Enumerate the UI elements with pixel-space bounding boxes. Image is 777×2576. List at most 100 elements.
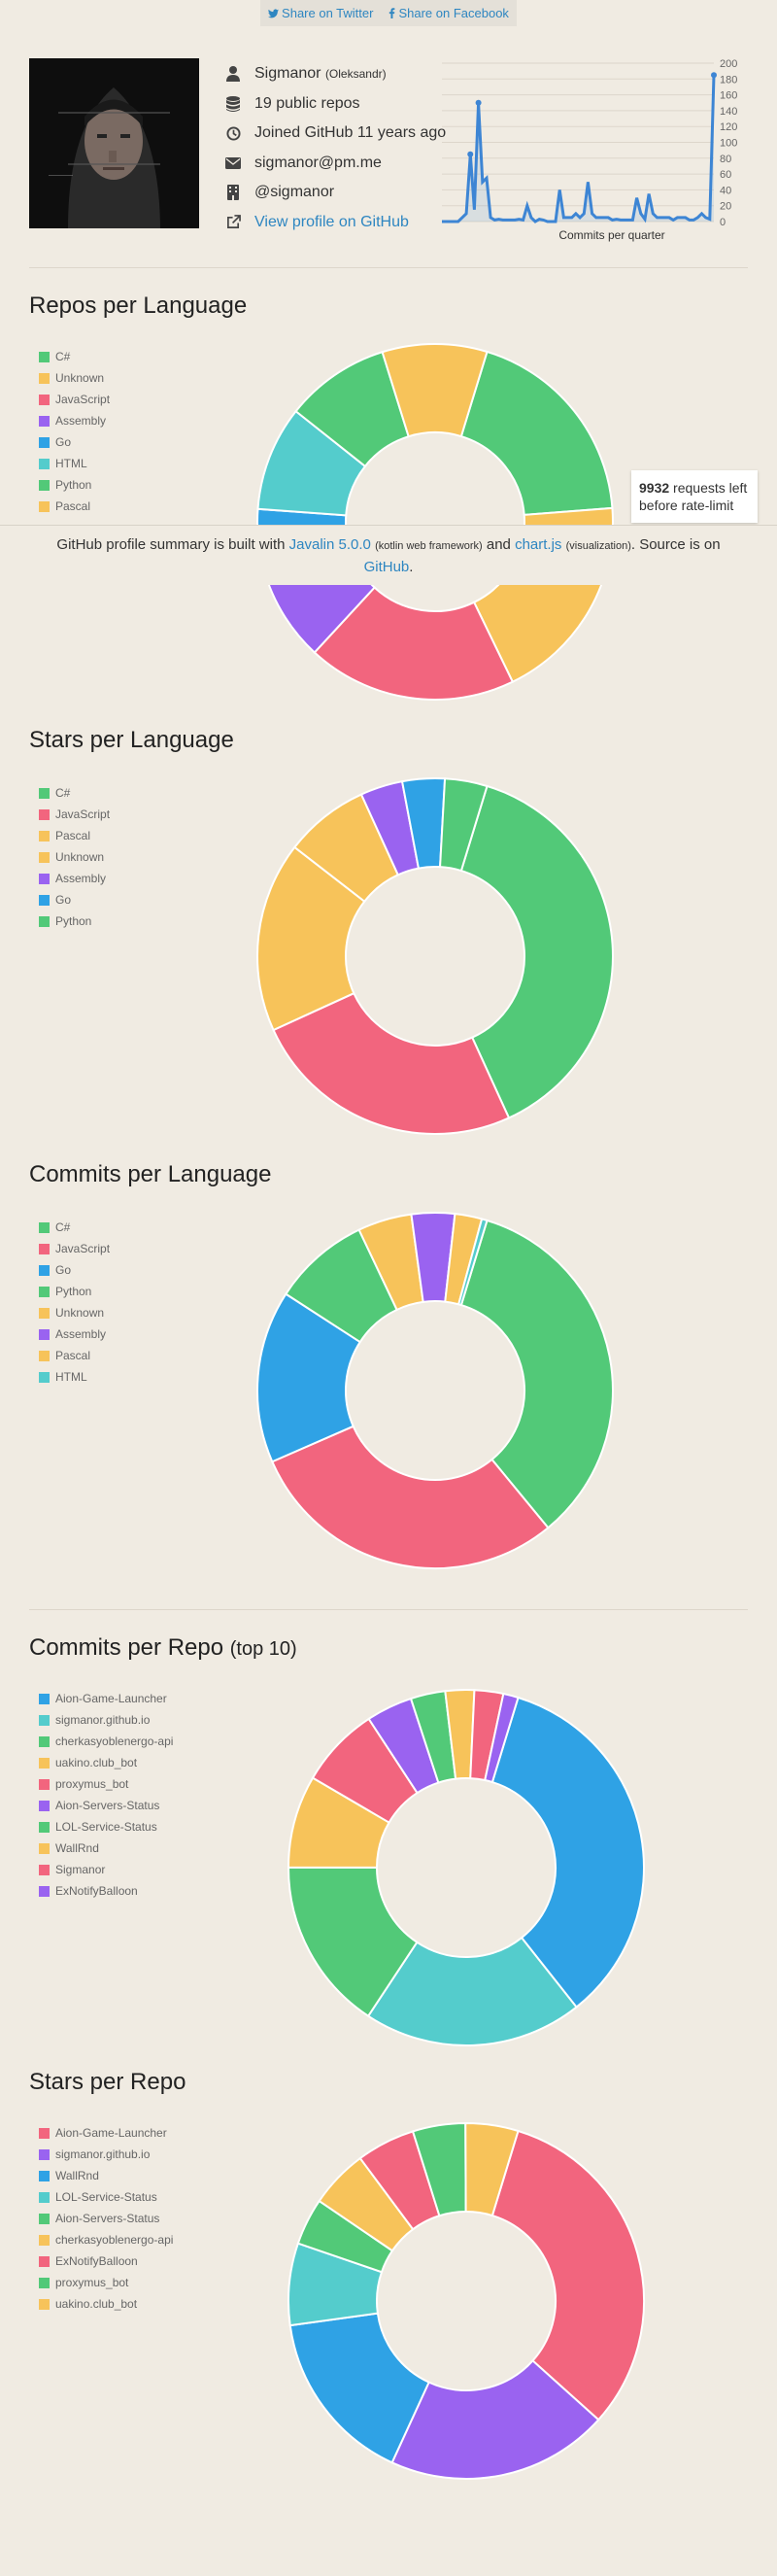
legend-item-go[interactable]: Go xyxy=(39,889,110,910)
legend-item-assembly[interactable]: Assembly xyxy=(39,410,110,431)
slice-aion-game-launcher[interactable] xyxy=(490,2129,645,2421)
divider-2 xyxy=(29,1609,748,1610)
legend-item-c[interactable]: C# xyxy=(39,782,110,804)
commits-per-language-title-text: Commits per Language xyxy=(29,1161,272,1187)
legend-item-go[interactable]: Go xyxy=(39,431,110,453)
slice-cherkasyoblenergo-api[interactable] xyxy=(287,1866,419,2018)
y-tick-label: 100 xyxy=(720,138,737,150)
legend-item-html[interactable]: HTML xyxy=(39,453,110,474)
slice-python[interactable] xyxy=(439,777,489,873)
legend-item-aion-servers-status[interactable]: Aion-Servers-Status xyxy=(39,2208,173,2229)
legend-item-exnotifyballoon[interactable]: ExNotifyBalloon xyxy=(39,1880,173,1902)
commits-per-repo-legend: Aion-Game-Launcher sigmanor.github.io cher… xyxy=(39,1688,173,1902)
commits-per-repo-title-text: Commits per Repo xyxy=(29,1634,224,1661)
slice-uakino-club-bot[interactable] xyxy=(464,2122,520,2217)
facebook-icon xyxy=(389,8,395,18)
legend-swatch xyxy=(39,1243,50,1254)
legend-item-lol-service-status[interactable]: LOL-Service-Status xyxy=(39,2186,173,2208)
legend-label: proxymus_bot xyxy=(55,2276,129,2289)
legend-item-proxymus-bot[interactable]: proxymus_bot xyxy=(39,1773,173,1795)
legend-item-cherkasyoblenergo-api[interactable]: cherkasyoblenergo-api xyxy=(39,2229,173,2250)
commits-per-language-donut xyxy=(256,1212,614,1569)
legend-item-javascript[interactable]: JavaScript xyxy=(39,389,110,410)
external-link-icon xyxy=(226,215,241,228)
share-facebook-link[interactable]: Share on Facebook xyxy=(388,6,509,20)
legend-label: ExNotifyBalloon xyxy=(55,1884,138,1898)
divider xyxy=(29,267,748,268)
legend-item-proxymus-bot[interactable]: proxymus_bot xyxy=(39,2272,173,2293)
legend-label: Pascal xyxy=(55,1349,91,1362)
legend-label: JavaScript xyxy=(55,1242,111,1255)
legend-label: cherkasyoblenergo-api xyxy=(55,1735,174,1748)
slice-sigmanor-github-io[interactable] xyxy=(390,2359,600,2480)
y-tick-label: 60 xyxy=(720,169,731,181)
javalin-link[interactable]: Javalin 5.0.0 xyxy=(288,536,371,553)
commits-per-language-title: Commits per Language xyxy=(29,1161,271,1188)
legend-swatch xyxy=(39,372,50,384)
stars-per-language-title-text: Stars per Language xyxy=(29,727,234,753)
chartjs-link[interactable]: chart.js xyxy=(515,536,562,553)
slice-c[interactable] xyxy=(459,1219,614,1529)
legend-item-wallrnd[interactable]: WallRnd xyxy=(39,1838,173,1859)
footer-vis: (visualization) xyxy=(565,540,631,552)
footer-end: . xyxy=(409,559,414,575)
view-profile-link[interactable]: View profile on GitHub xyxy=(254,213,409,230)
legend-item-html[interactable]: HTML xyxy=(39,1366,110,1388)
legend-item-pascal[interactable]: Pascal xyxy=(39,1345,110,1366)
legend-item-javascript[interactable]: JavaScript xyxy=(39,804,110,825)
slice-html[interactable] xyxy=(456,1218,489,1307)
legend-item-sigmanor-github-io[interactable]: sigmanor.github.io xyxy=(39,1709,173,1731)
legend-item-unknown[interactable]: Unknown xyxy=(39,367,110,389)
slice-pascal[interactable] xyxy=(381,343,489,438)
legend-item-javascript[interactable]: JavaScript xyxy=(39,1238,110,1259)
legend-label: Unknown xyxy=(55,371,105,385)
slice-javascript[interactable] xyxy=(313,586,515,701)
legend-item-aion-game-launcher[interactable]: Aion-Game-Launcher xyxy=(39,1688,173,1709)
y-tick-label: 120 xyxy=(720,121,737,133)
share-bar: Share on Twitter Share on Facebook xyxy=(260,0,517,26)
legend-item-exnotifyballoon[interactable]: ExNotifyBalloon xyxy=(39,2250,173,2272)
slice-wallrnd[interactable] xyxy=(288,2312,430,2464)
slice-c[interactable] xyxy=(459,784,614,1119)
commits-per-repo-donut xyxy=(287,1689,645,2046)
stars-per-language-donut xyxy=(256,777,614,1135)
legend-item-pascal[interactable]: Pascal xyxy=(39,825,110,846)
legend-item-python[interactable]: Python xyxy=(39,474,110,496)
legend-swatch xyxy=(39,808,50,820)
slice-javascript[interactable] xyxy=(270,1425,550,1569)
slice-c[interactable] xyxy=(459,350,614,516)
legend-item-c[interactable]: C# xyxy=(39,346,110,367)
slice-aion-game-launcher[interactable] xyxy=(490,1696,645,2009)
legend-item-python[interactable]: Python xyxy=(39,910,110,932)
share-twitter-label: Share on Twitter xyxy=(282,6,374,20)
share-twitter-link[interactable]: Share on Twitter xyxy=(268,6,373,20)
legend-swatch xyxy=(39,1714,50,1726)
legend-item-aion-game-launcher[interactable]: Aion-Game-Launcher xyxy=(39,2122,173,2144)
legend-label: proxymus_bot xyxy=(55,1777,129,1791)
legend-item-c[interactable]: C# xyxy=(39,1217,110,1238)
legend-item-assembly[interactable]: Assembly xyxy=(39,868,110,889)
legend-item-unknown[interactable]: Unknown xyxy=(39,1302,110,1323)
legend-swatch xyxy=(39,2148,50,2160)
github-source-link[interactable]: GitHub xyxy=(363,559,410,575)
legend-item-unknown[interactable]: Unknown xyxy=(39,846,110,868)
legend-item-assembly[interactable]: Assembly xyxy=(39,1323,110,1345)
legend-item-pascal[interactable]: Pascal xyxy=(39,496,110,517)
slice-javascript[interactable] xyxy=(272,991,511,1135)
legend-item-go[interactable]: Go xyxy=(39,1259,110,1281)
legend-label: Python xyxy=(55,1285,92,1298)
legend-item-python[interactable]: Python xyxy=(39,1281,110,1302)
username: Sigmanor xyxy=(254,65,321,82)
legend-item-lol-service-status[interactable]: LOL-Service-Status xyxy=(39,1816,173,1838)
legend-item-sigmanor[interactable]: Sigmanor xyxy=(39,1859,173,1880)
slice-pascal[interactable] xyxy=(256,845,366,1032)
legend-item-uakino-club-bot[interactable]: uakino.club_bot xyxy=(39,2293,173,2315)
legend-item-cherkasyoblenergo-api[interactable]: cherkasyoblenergo-api xyxy=(39,1731,173,1752)
slice-exnotifyballoon[interactable] xyxy=(484,1692,520,1784)
legend-swatch xyxy=(39,2191,50,2203)
legend-item-sigmanor-github-io[interactable]: sigmanor.github.io xyxy=(39,2144,173,2165)
legend-item-aion-servers-status[interactable]: Aion-Servers-Status xyxy=(39,1795,173,1816)
legend-item-uakino-club-bot[interactable]: uakino.club_bot xyxy=(39,1752,173,1773)
slice-sigmanor-github-io[interactable] xyxy=(366,1936,578,2046)
legend-item-wallrnd[interactable]: WallRnd xyxy=(39,2165,173,2186)
